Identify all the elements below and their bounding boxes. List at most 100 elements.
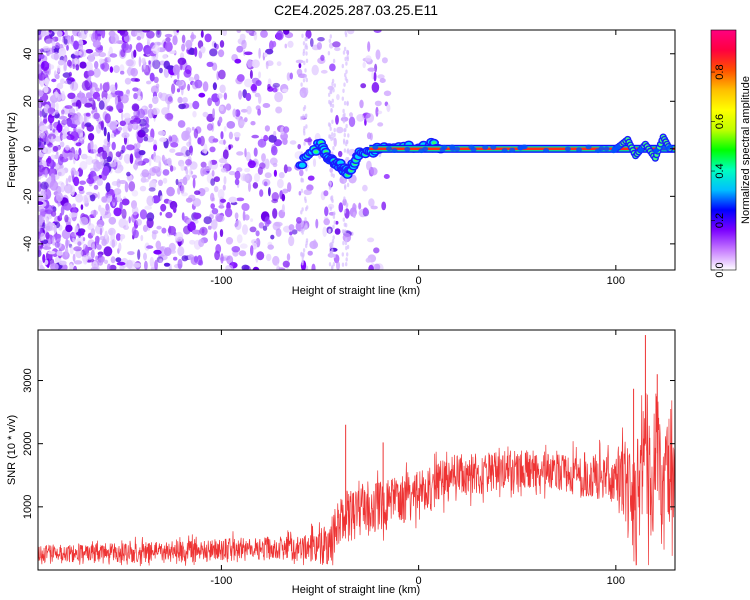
spectrum-noise-blob [176,69,180,80]
spectrum-noise-blob [248,182,251,192]
spectrum-noise-blob [149,72,155,82]
spectrum-noise-blob [90,172,94,182]
spectrum-noise-blob [51,210,57,217]
spectrum-noise-blob [153,249,162,255]
spectrum-noise-blob [38,90,44,96]
spectrogram-y-tick-label: 20 [22,95,34,107]
spectrum-streak-blob [305,238,309,243]
spectrum-noise-blob [61,109,65,118]
spectrum-noise-blob [43,86,49,94]
spectrum-noise-blob [118,242,122,252]
spectrum-noise-blob [192,198,202,207]
spectrum-noise-blob [58,48,62,58]
spectrum-noise-blob [175,152,184,157]
colorbar-tick-label: 0.4 [714,163,726,178]
spectrum-noise-blob [267,244,275,250]
spectrum-noise-blob [250,245,254,256]
spectrum-noise-blob [132,122,139,131]
spectrum-noise-blob [109,161,117,168]
spectrum-noise-blob [68,212,78,218]
spectrum-noise-blob [66,152,75,161]
spectrum-noise-blob [360,83,367,89]
spectrum-streak-blob [329,134,332,139]
spectrum-streak-blob [302,41,306,46]
spectrum-noise-blob [131,103,140,112]
spectrum-noise-blob [191,229,201,235]
spectrum-noise-blob [260,30,268,38]
spectrum-noise-blob [114,169,122,174]
spectrum-noise-blob [373,247,380,254]
spectrum-noise-blob [189,145,193,156]
spectrum-noise-blob [155,240,162,250]
spectrum-noise-blob [267,83,271,90]
spectrum-noise-blob [284,43,288,49]
spectrum-streak-blob [345,61,348,66]
spectrum-noise-blob [109,121,117,131]
spectrum-noise-blob [141,169,150,178]
snr-panel: -100 0 100 1000 2000 3000 Height of straight… [6,329,676,596]
spectrum-noise-blob [143,59,146,70]
spectrum-noise-blob [231,246,241,253]
spectrum-noise-blob [38,72,46,81]
spectrum-noise-blob [157,130,166,136]
spectrum-noise-blob [65,238,69,249]
line-blob [372,144,379,150]
spectrum-streak-blob [332,214,336,219]
spectrum-streak-blob [344,185,347,190]
spectrum-noise-blob [57,200,60,208]
spectrum-streak-blob [342,229,346,234]
spectrum-streak-blob [343,209,347,214]
spectrum-noise-blob [374,100,382,107]
spectrum-streak-blob [345,123,348,129]
spectrum-noise-blob [177,120,186,128]
spectrum-noise-blob [90,228,96,237]
spectrum-noise-blob [352,203,357,213]
spectrum-noise-blob [310,38,314,47]
spectrum-noise-blob [192,110,197,118]
spectrum-noise-blob [193,212,202,219]
spectrum-noise-blob [70,131,79,142]
spectrum-noise-blob [77,93,82,98]
spectrum-noise-blob [53,224,57,234]
spectrum-noise-blob [359,99,364,109]
spectrum-streak-blob [345,203,348,209]
spectrum-noise-blob [111,239,116,249]
spectrum-noise-blob [349,112,353,118]
spectrum-noise-blob [273,130,277,137]
spectrum-noise-blob [48,238,51,247]
spectrum-noise-blob [283,126,290,133]
spectrum-streak-blob [305,36,308,42]
line-blob [543,148,550,153]
spectrum-streak-blob [343,101,347,106]
spectrum-noise-blob [45,204,54,215]
spectrum-noise-blob [63,61,67,71]
spectrum-noise-blob [38,250,41,256]
spectrum-noise-blob [50,154,56,161]
spectrum-noise-blob [286,72,291,81]
spectrum-noise-blob [193,255,199,263]
spectrum-streak-blob [304,74,307,79]
spectrum-noise-blob [146,212,155,222]
spectrum-noise-blob [335,220,339,225]
spectrum-noise-blob [252,266,260,270]
spectrum-noise-blob [93,112,100,120]
spectrum-noise-blob [210,178,216,186]
spectrum-noise-blob [169,50,176,54]
spectrum-noise-blob [115,257,122,263]
spectrum-noise-blob [286,166,292,172]
spectrum-streak-blob [333,83,336,88]
spectrogram-y-ticks: -40 -20 0 20 40 [22,48,675,252]
snr-y-tick-label: 3000 [22,368,34,392]
spectrum-streak-blob [329,180,332,185]
spectrum-streak-blob [344,56,347,62]
spectrum-noise-blob [90,209,99,216]
spectrum-noise-blob [179,60,183,71]
spectrum-noise-blob [94,224,104,235]
figure-title: C2E4.2025.287.03.25.E11 [274,2,438,18]
spectrum-streak-blob [329,126,332,131]
spectrum-noise-blob [256,251,265,261]
spectrum-noise-blob [109,66,114,73]
spectrum-noise-blob [56,65,61,73]
spectrum-streak-blob [332,58,336,64]
spectrum-noise-blob [272,87,278,93]
